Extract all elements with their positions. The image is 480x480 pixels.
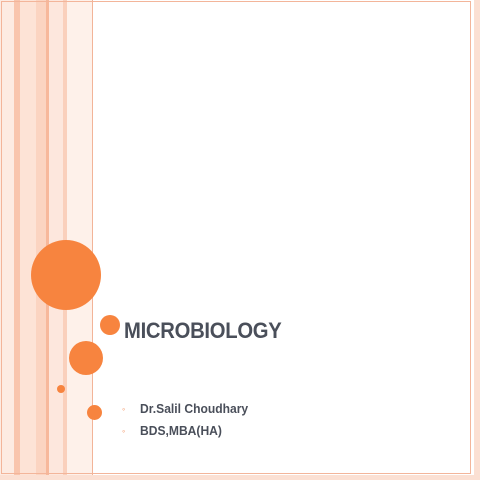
tiny-circle <box>57 385 65 393</box>
medium-circle <box>69 341 103 375</box>
slide-frame <box>1 1 471 474</box>
stripe <box>36 0 46 480</box>
small-circle-lower <box>87 405 102 420</box>
panel-divider <box>92 0 93 480</box>
frame-right-stripe <box>474 0 480 480</box>
large-circle <box>31 240 101 310</box>
stripe <box>14 0 20 480</box>
stripe <box>20 0 36 480</box>
slide-title: MICROBIOLOGY <box>124 318 282 343</box>
stripe <box>0 0 14 480</box>
bullet-icon: ◦ <box>122 426 126 436</box>
stripe <box>46 0 49 480</box>
small-circle <box>100 315 120 335</box>
frame-bottom-stripe <box>0 475 480 480</box>
bullet-icon: ◦ <box>122 404 126 414</box>
author-credentials: BDS,MBA(HA) <box>140 423 222 438</box>
author-name: Dr.Salil Choudhary <box>140 401 249 416</box>
stripe <box>49 0 63 480</box>
